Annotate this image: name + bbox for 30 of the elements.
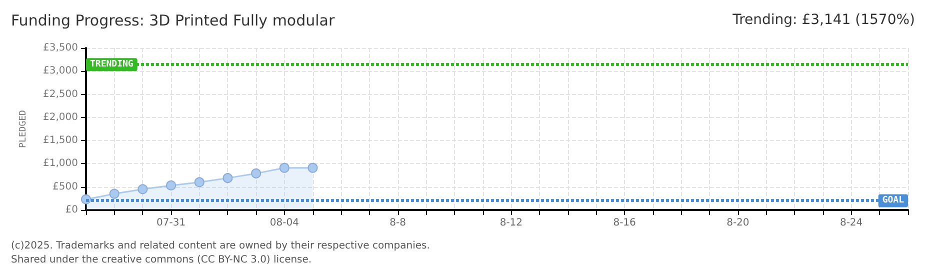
- y-tick-label: £2,000: [43, 112, 78, 123]
- y-tick-label: £0: [65, 204, 78, 216]
- point: [194, 177, 204, 188]
- x-tick-label: 8-24: [840, 218, 863, 228]
- chart-subtitle: Trending: £3,141 (1570%): [732, 12, 916, 28]
- x-tick-label: 8-8: [390, 218, 406, 228]
- point: [222, 173, 233, 184]
- ref-line-label: TRENDING: [90, 60, 134, 70]
- text: Shared under the creative commons (CC BY-NC 3.0) license.: [11, 254, 312, 266]
- x-tick-label: 08-04: [270, 218, 299, 228]
- ref-line-label: GOAL: [882, 196, 905, 206]
- point: [308, 162, 318, 173]
- y-tick-label: £1,500: [43, 135, 78, 146]
- x-tick-label: 8-16: [613, 218, 636, 228]
- point: [279, 162, 290, 173]
- x-tick-label: 07-31: [156, 218, 186, 228]
- y-axis-title: PLEDGED: [18, 110, 28, 148]
- chart-title: Funding Progress: 3D Printed Fully modular: [11, 12, 336, 30]
- x-tick-label: 8-12: [500, 218, 523, 228]
- y-tick-label: £2,500: [43, 88, 78, 100]
- y-tick-label: £3,000: [43, 66, 78, 77]
- point: [166, 180, 176, 190]
- y-tick-label: £500: [52, 181, 78, 192]
- point: [138, 184, 148, 194]
- y-tick-label: £1,000: [43, 158, 78, 170]
- text: (c)2025. Trademarks and related content are owned by their respective companies.: [11, 240, 430, 252]
- x-tick-label: 8-20: [726, 218, 750, 228]
- point: [251, 168, 262, 178]
- point: [109, 188, 120, 199]
- y-tick-label: £3,500: [43, 42, 78, 54]
